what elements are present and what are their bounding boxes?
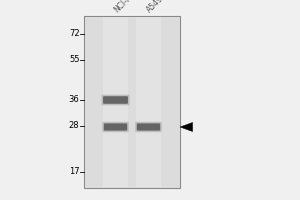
Polygon shape <box>180 122 193 132</box>
Bar <box>85 17 178 187</box>
FancyBboxPatch shape <box>102 95 130 105</box>
Text: 36: 36 <box>69 96 80 104</box>
Bar <box>84 16 180 188</box>
Text: 72: 72 <box>69 29 80 38</box>
Text: 17: 17 <box>69 168 80 176</box>
FancyBboxPatch shape <box>102 122 129 132</box>
FancyBboxPatch shape <box>103 96 128 104</box>
Text: 55: 55 <box>69 55 80 64</box>
FancyBboxPatch shape <box>135 122 162 132</box>
Bar <box>103 17 128 187</box>
Text: NCI-H460: NCI-H460 <box>112 0 144 14</box>
FancyBboxPatch shape <box>104 123 127 131</box>
Bar <box>136 17 161 187</box>
FancyBboxPatch shape <box>137 123 160 131</box>
Text: A549: A549 <box>145 0 166 14</box>
Text: 28: 28 <box>69 121 80 130</box>
